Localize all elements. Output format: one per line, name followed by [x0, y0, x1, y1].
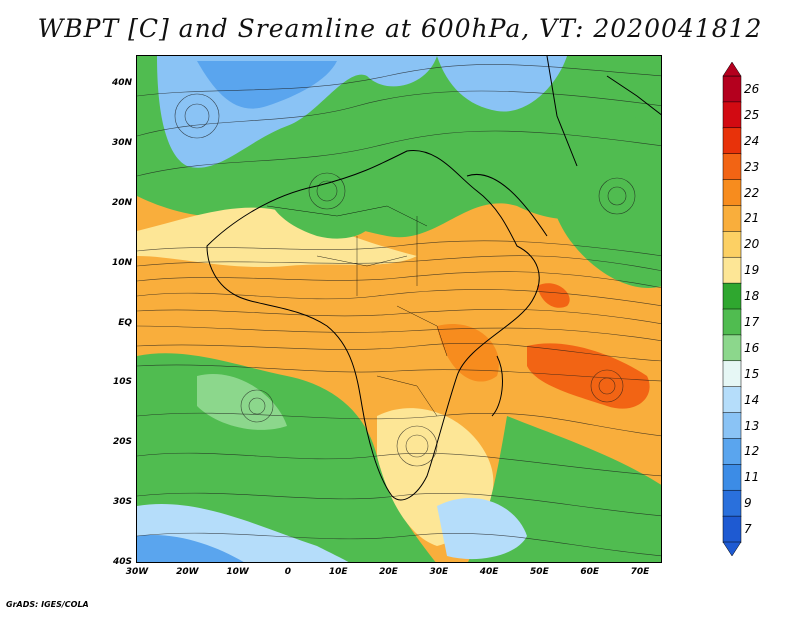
wbpt-field-s-lightgreen — [197, 374, 287, 430]
color-scale-label: 12 — [744, 444, 760, 459]
color-scale-swatch — [722, 101, 742, 129]
streamlines — [137, 64, 661, 557]
color-scale-label: 9 — [744, 496, 752, 511]
lon-label: 70E — [630, 567, 650, 577]
lat-label: 20S — [112, 437, 132, 447]
color-scale-swatch — [722, 231, 742, 258]
wbpt-field-ne-green — [546, 115, 661, 288]
color-scale-bottom-arrow — [722, 541, 742, 556]
color-scale-swatch — [722, 412, 742, 440]
map-title: WBPT [C] and Sreamline at 600hPa, VT: 20… — [37, 14, 763, 43]
wbpt-field-north-deepblue — [197, 61, 337, 109]
lon-label: 20W — [176, 567, 199, 577]
color-scale-label: 23 — [744, 159, 760, 174]
color-scale-label: 20 — [744, 237, 760, 252]
color-scale-label: 15 — [744, 366, 760, 381]
lon-label: 60E — [580, 567, 600, 577]
color-scale-label: 14 — [744, 392, 760, 407]
lon-label: 30W — [125, 567, 149, 577]
color-scale-label: 24 — [744, 133, 760, 148]
lon-label: 0 — [284, 567, 292, 577]
wbpt-field-warm-core-ne — [537, 283, 570, 308]
color-scale-swatch — [722, 205, 742, 233]
grads-credit: GrADS: IGES/COLA — [6, 600, 89, 609]
color-scale-label: 13 — [744, 418, 760, 433]
color-scale-swatch — [722, 515, 742, 543]
lat-label: 10N — [111, 258, 132, 268]
lat-label: 30N — [111, 138, 132, 148]
color-scale-label: 11 — [744, 470, 760, 485]
color-scale-swatch — [722, 438, 742, 466]
color-scale-swatch — [722, 127, 742, 155]
color-scale-swatch — [722, 256, 742, 284]
map-plot-area — [136, 55, 662, 563]
color-scale-swatch — [722, 360, 742, 388]
color-scale-top-arrow — [722, 62, 742, 77]
color-scale-label: 16 — [744, 340, 760, 355]
color-scale-label: 22 — [744, 185, 760, 200]
lat-label: 30S — [112, 497, 132, 507]
lat-label: 40S — [112, 557, 132, 567]
color-scale-swatch — [722, 489, 742, 517]
coastlines — [206, 56, 661, 501]
lat-label: 20N — [111, 198, 132, 208]
color-scale-label: 19 — [744, 263, 760, 278]
color-scale-swatch — [722, 386, 742, 414]
lon-label: 40E — [479, 567, 499, 577]
color-scale-label: 17 — [744, 314, 760, 329]
color-scale-swatch — [722, 334, 742, 362]
color-scale-swatch — [722, 179, 742, 207]
wbpt-field-se-lightblue — [437, 497, 527, 560]
color-scale-swatch — [722, 153, 742, 181]
lat-label: 10S — [112, 377, 132, 387]
lon-label: 30E — [429, 567, 449, 577]
color-scale-label: 18 — [744, 289, 760, 304]
color-scale-label: 25 — [744, 107, 760, 122]
country-borders — [266, 205, 448, 417]
color-scale-label: 7 — [744, 522, 752, 537]
wbpt-field-ne-blue — [437, 56, 567, 112]
lat-label: EQ — [118, 318, 132, 328]
lat-label: 40N — [111, 78, 132, 88]
lon-label: 10E — [328, 567, 348, 577]
lon-label: 10W — [226, 567, 249, 577]
wbpt-field-warm-core-center — [437, 324, 499, 382]
color-scale-swatch — [722, 282, 742, 310]
lon-label: 50E — [530, 567, 549, 577]
color-scale-swatch — [722, 464, 742, 491]
color-scale-swatch — [722, 308, 742, 336]
color-scale-swatch — [722, 75, 742, 103]
color-scale-label: 26 — [744, 81, 760, 96]
color-scale-label: 21 — [744, 211, 760, 226]
color-scale-bar — [722, 62, 742, 556]
lon-label: 20E — [379, 567, 398, 577]
wbpt-field-warm-core-east — [527, 343, 650, 409]
wbpt-field-sw-blue — [137, 535, 244, 562]
